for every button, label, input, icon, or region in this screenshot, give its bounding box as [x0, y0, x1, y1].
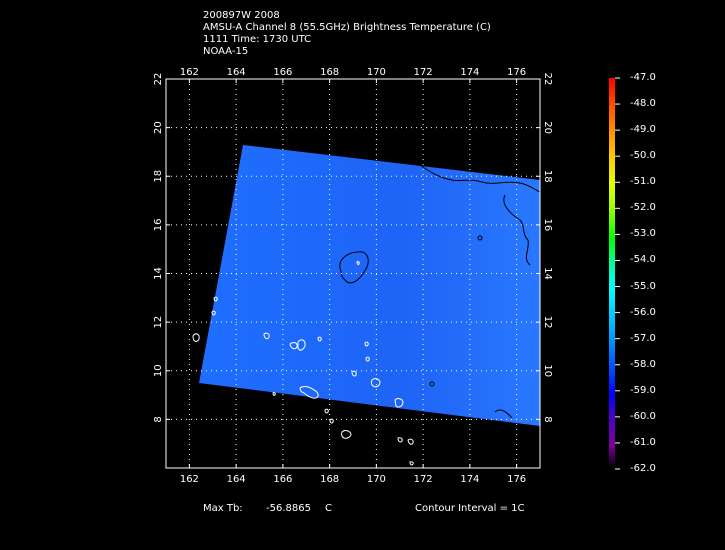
lon-tick-label-top: 172 — [414, 67, 433, 78]
lon-tick-label-top: 174 — [460, 67, 479, 78]
colorbar-label: -57.0 — [630, 332, 656, 344]
lat-tick-label-right: 16 — [542, 219, 553, 232]
lat-tick-label-right: 12 — [542, 316, 553, 329]
axis-ticks: 1621621641641661661681681701701721721741… — [153, 67, 553, 485]
colorbar-label: -62.0 — [630, 463, 656, 474]
colorbar — [609, 78, 615, 469]
lat-tick-label-left: 8 — [153, 416, 164, 422]
max-tb-unit: C — [325, 503, 332, 514]
colorbar-label: -50.0 — [630, 150, 656, 162]
colorbar-label: -49.0 — [630, 124, 656, 136]
lat-tick-label-right: 10 — [542, 364, 553, 377]
lon-tick-label-bottom: 168 — [320, 474, 339, 485]
colorbar-label: -51.0 — [630, 176, 656, 188]
lon-tick-label-top: 170 — [367, 67, 386, 78]
lon-tick-label-bottom: 170 — [367, 474, 386, 485]
temperature-contours — [339, 164, 541, 419]
lon-tick-label-bottom: 172 — [414, 474, 433, 485]
colorbar-label: -53.0 — [630, 228, 656, 240]
lat-tick-label-left: 12 — [153, 316, 164, 329]
contour-interval: Contour Interval = 1C — [415, 503, 525, 514]
lon-tick-label-top: 176 — [507, 67, 526, 78]
lon-tick-label-bottom: 162 — [180, 474, 199, 485]
colorbar-label: -55.0 — [630, 280, 656, 292]
colorbar-label: -48.0 — [630, 98, 656, 110]
lon-tick-label-bottom: 164 — [227, 474, 246, 485]
lat-tick-label-right: 8 — [542, 416, 553, 422]
colorbar-ticks — [615, 77, 620, 470]
colorbar-label: -54.0 — [630, 254, 656, 266]
lon-tick-label-bottom: 166 — [273, 474, 292, 485]
title-line-2: AMSU-A Channel 8 (55.5GHz) Brightness Te… — [203, 22, 491, 33]
lon-tick-label-top: 168 — [320, 67, 339, 78]
lon-tick-label-top: 164 — [227, 67, 246, 78]
lat-tick-label-right: 20 — [542, 121, 553, 134]
lon-tick-label-top: 162 — [180, 67, 199, 78]
lat-tick-label-right: 14 — [542, 267, 553, 280]
lat-tick-label-left: 18 — [153, 170, 164, 183]
colorbar-label: -59.0 — [630, 384, 656, 396]
colorbar-label: -58.0 — [630, 358, 656, 370]
lat-tick-label-left: 20 — [153, 121, 164, 134]
max-tb-value: -56.8865 — [266, 503, 311, 514]
colorbar-label: -60.0 — [630, 410, 656, 422]
colorbar-label: -61.0 — [630, 436, 656, 448]
lat-tick-label-left: 22 — [153, 73, 164, 86]
swath-area — [199, 145, 540, 426]
coastlines — [192, 261, 414, 466]
lon-tick-label-bottom: 174 — [460, 474, 479, 485]
lat-tick-label-right: 22 — [542, 73, 553, 86]
max-tb-label: Max Tb: — [203, 503, 243, 514]
colorbar-label: -47.0 — [630, 72, 656, 83]
lon-tick-label-top: 166 — [273, 67, 292, 78]
title-line-3: 1111 Time: 1730 UTC — [203, 34, 312, 45]
colorbar-label: -56.0 — [630, 306, 656, 318]
lon-tick-label-bottom: 176 — [507, 474, 526, 485]
title-line-1: 200897W 2008 — [203, 10, 280, 21]
title-line-4: NOAA-15 — [203, 46, 249, 57]
lat-tick-label-left: 16 — [153, 219, 164, 232]
lat-tick-label-left: 14 — [153, 267, 164, 280]
lat-tick-label-right: 18 — [542, 170, 553, 183]
lat-tick-label-left: 10 — [153, 364, 164, 377]
colorbar-label: -52.0 — [630, 202, 656, 214]
